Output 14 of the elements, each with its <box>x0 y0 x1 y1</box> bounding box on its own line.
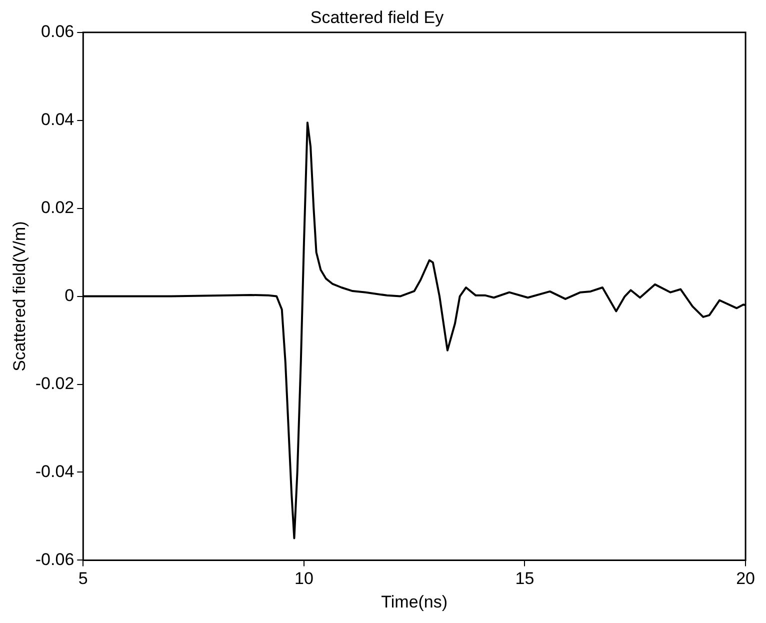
y-tick-label: 0.06 <box>41 22 74 42</box>
chart-title: Scattered field Ey <box>310 8 444 27</box>
y-tick-label: -0.02 <box>35 374 74 393</box>
x-axis-title: Time(ns) <box>381 592 448 612</box>
x-tick-label: 15 <box>515 569 534 588</box>
x-tick-label: 20 <box>736 569 756 588</box>
y-tick-label: -0.04 <box>35 462 74 481</box>
y-tick-label: 0.04 <box>41 110 74 130</box>
y-axis-title: Scattered field(V/m) <box>10 221 29 372</box>
x-tick-label: 5 <box>78 569 88 588</box>
y-tick-label: 0.02 <box>41 198 74 218</box>
x-tick-label: 10 <box>294 569 314 588</box>
y-tick-label: 0 <box>64 286 74 305</box>
y-tick-label: -0.06 <box>35 550 74 569</box>
